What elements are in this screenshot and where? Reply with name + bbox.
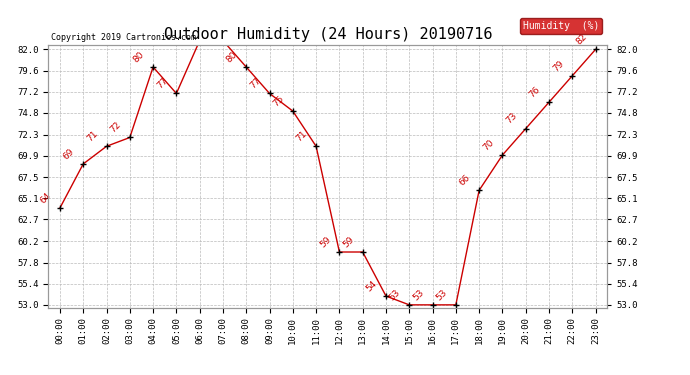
Text: 71: 71 xyxy=(295,129,309,144)
Text: 53: 53 xyxy=(388,288,402,302)
Text: 82: 82 xyxy=(574,32,589,46)
Text: 70: 70 xyxy=(481,138,495,152)
Text: 75: 75 xyxy=(271,94,286,108)
Text: 77: 77 xyxy=(155,76,170,91)
Legend: Humidity  (%): Humidity (%) xyxy=(520,18,602,34)
Text: 59: 59 xyxy=(342,235,356,249)
Text: 71: 71 xyxy=(85,129,99,144)
Text: 73: 73 xyxy=(504,111,519,126)
Text: 80: 80 xyxy=(225,50,239,64)
Text: 80: 80 xyxy=(132,50,146,64)
Text: 83: 83 xyxy=(0,374,1,375)
Text: 79: 79 xyxy=(551,58,565,73)
Text: 64: 64 xyxy=(39,191,53,205)
Text: 53: 53 xyxy=(411,288,426,302)
Text: 76: 76 xyxy=(528,85,542,99)
Text: Copyright 2019 Cartronics.com: Copyright 2019 Cartronics.com xyxy=(51,33,196,42)
Text: 66: 66 xyxy=(457,173,472,188)
Text: 59: 59 xyxy=(318,235,333,249)
Text: 53: 53 xyxy=(435,288,449,302)
Text: 54: 54 xyxy=(364,279,379,293)
Text: 72: 72 xyxy=(108,120,123,135)
Title: Outdoor Humidity (24 Hours) 20190716: Outdoor Humidity (24 Hours) 20190716 xyxy=(164,27,492,42)
Text: 77: 77 xyxy=(248,76,263,91)
Text: 69: 69 xyxy=(62,147,77,161)
Text: 83: 83 xyxy=(0,374,1,375)
